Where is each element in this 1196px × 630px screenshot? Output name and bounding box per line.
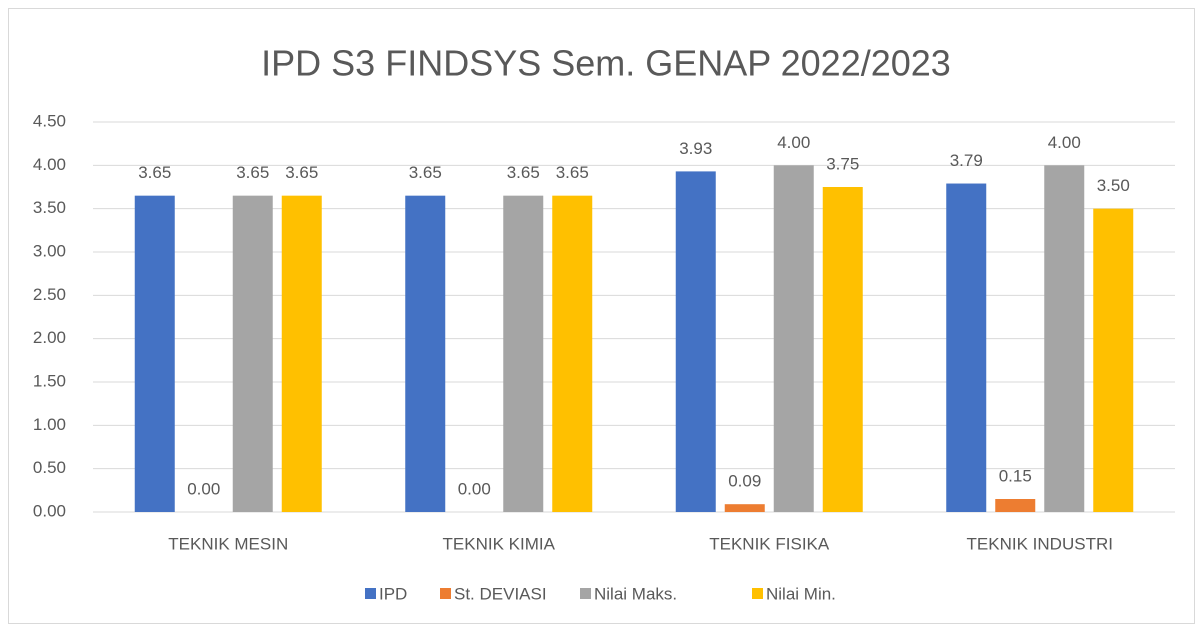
bar bbox=[134, 195, 175, 512]
value-label: 0.09 bbox=[728, 472, 761, 491]
value-label: 4.00 bbox=[777, 133, 810, 152]
legend-swatch bbox=[752, 588, 763, 599]
x-tick-label: TEKNIK INDUSTRI bbox=[967, 534, 1113, 553]
bar bbox=[405, 195, 446, 512]
y-tick-label: 4.00 bbox=[33, 155, 66, 174]
bar bbox=[773, 165, 814, 513]
value-label: 3.65 bbox=[285, 163, 318, 182]
value-label: 3.65 bbox=[236, 163, 269, 182]
bar bbox=[281, 195, 322, 512]
bar bbox=[232, 195, 273, 512]
y-tick-label: 0.50 bbox=[33, 458, 66, 477]
bar bbox=[675, 171, 716, 512]
bar bbox=[1044, 165, 1085, 513]
legend-swatch bbox=[365, 588, 376, 599]
legend-label: Nilai Maks. bbox=[594, 584, 677, 603]
value-label: 3.65 bbox=[556, 163, 589, 182]
bar bbox=[995, 499, 1036, 512]
value-label: 3.75 bbox=[826, 154, 859, 173]
value-label: 3.65 bbox=[409, 163, 442, 182]
value-label: 3.65 bbox=[507, 163, 540, 182]
y-tick-label: 3.50 bbox=[33, 198, 66, 217]
bar bbox=[552, 195, 593, 512]
chart-title: IPD S3 FINDSYS Sem. GENAP 2022/2023 bbox=[261, 43, 951, 84]
y-tick-label: 2.50 bbox=[33, 285, 66, 304]
value-label: 3.65 bbox=[138, 163, 171, 182]
value-label: 3.50 bbox=[1097, 176, 1130, 195]
x-tick-label: TEKNIK KIMIA bbox=[443, 534, 556, 553]
chart-border bbox=[8, 8, 1195, 624]
value-label: 3.93 bbox=[679, 139, 712, 158]
x-tick-label: TEKNIK FISIKA bbox=[709, 534, 830, 553]
value-label: 0.00 bbox=[187, 479, 220, 498]
legend-label: IPD bbox=[379, 584, 407, 603]
bar bbox=[946, 183, 987, 513]
y-tick-label: 3.00 bbox=[33, 241, 66, 260]
bar bbox=[724, 504, 765, 512]
value-label: 3.79 bbox=[950, 151, 983, 170]
y-tick-label: 1.50 bbox=[33, 371, 66, 390]
legend-label: St. DEVIASI bbox=[454, 584, 547, 603]
legend-swatch bbox=[440, 588, 451, 599]
value-label: 0.00 bbox=[458, 479, 491, 498]
value-label: 4.00 bbox=[1048, 133, 1081, 152]
y-tick-label: 0.00 bbox=[33, 501, 66, 520]
bar bbox=[822, 187, 863, 512]
legend-swatch bbox=[580, 588, 591, 599]
y-tick-label: 4.50 bbox=[33, 111, 66, 130]
y-tick-label: 1.00 bbox=[33, 415, 66, 434]
bar bbox=[503, 195, 544, 512]
bar bbox=[1093, 208, 1134, 512]
x-tick-label: TEKNIK MESIN bbox=[168, 534, 288, 553]
value-label: 0.15 bbox=[999, 466, 1032, 485]
legend-label: Nilai Min. bbox=[766, 584, 836, 603]
y-tick-label: 2.00 bbox=[33, 328, 66, 347]
